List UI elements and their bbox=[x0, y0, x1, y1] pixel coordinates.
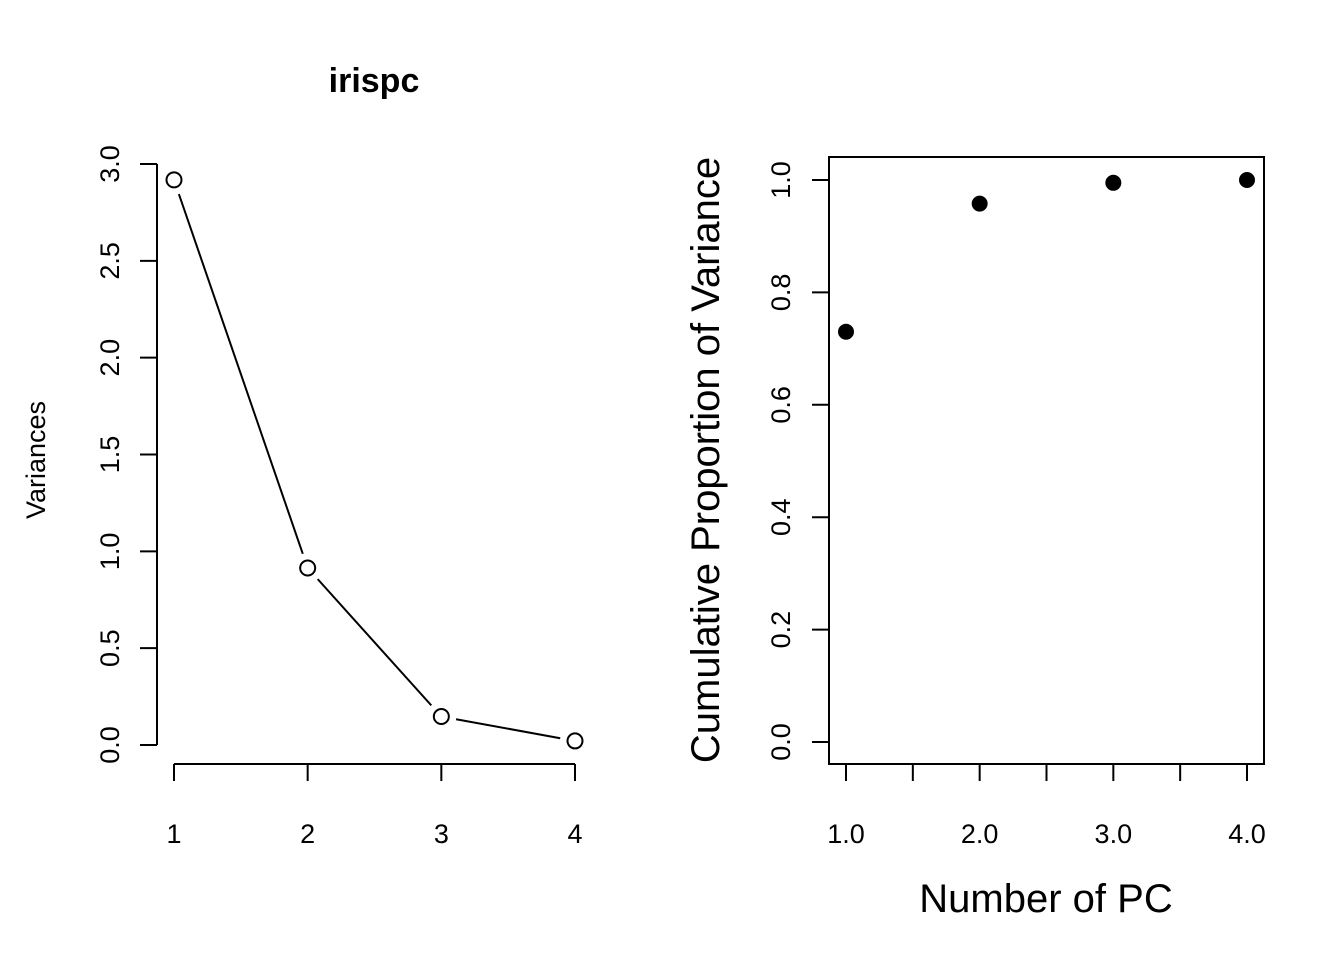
plot-frame bbox=[828, 156, 1265, 765]
data-point bbox=[299, 559, 317, 577]
y-tick-label: 2.0 bbox=[95, 339, 125, 377]
y-tick-label: 1.0 bbox=[766, 161, 796, 199]
y-tick-label: 0.8 bbox=[766, 274, 796, 312]
y-axis-title: Cumulative Proportion of Variance bbox=[684, 157, 728, 763]
x-tick-label: 4.0 bbox=[1228, 819, 1266, 849]
data-point bbox=[432, 708, 450, 726]
series-line-segment bbox=[177, 193, 304, 555]
x-tick-label: 3.0 bbox=[1095, 819, 1133, 849]
y-tick-label: 1.0 bbox=[95, 533, 125, 571]
series-line-segment bbox=[455, 718, 561, 740]
data-point bbox=[1105, 174, 1122, 191]
cumulative-variance-panel: 0.0 0.2 0.4 0.6 0.8 1.0 1.0 2.0 3.0 4.0 Cumulative… bbox=[684, 156, 1266, 921]
y-tick-label: 0.5 bbox=[95, 629, 125, 667]
y-tick-label: 0.0 bbox=[766, 723, 796, 761]
y-tick-label: 0.2 bbox=[766, 611, 796, 649]
y-tick-label: 1.5 bbox=[95, 436, 125, 474]
y-tick-label: 0.4 bbox=[766, 498, 796, 536]
series-line-segment bbox=[316, 578, 433, 707]
data-point bbox=[838, 323, 854, 340]
data-point bbox=[566, 732, 584, 750]
x-tick-label: 2.0 bbox=[961, 819, 999, 849]
y-tick-label: 2.5 bbox=[95, 242, 125, 280]
data-point bbox=[971, 195, 988, 212]
y-tick-label: 3.0 bbox=[95, 145, 125, 183]
data-point bbox=[1239, 172, 1255, 188]
x-axis-title: Number of PC bbox=[919, 877, 1172, 921]
y-tick-label: 0.0 bbox=[95, 726, 125, 764]
x-tick-label: 1.0 bbox=[827, 819, 865, 849]
x-tick-label: 3 bbox=[434, 819, 449, 849]
y-axis-title: Variances bbox=[21, 401, 51, 519]
x-tick-label: 2 bbox=[300, 819, 315, 849]
x-tick-label: 1 bbox=[166, 819, 181, 849]
data-point bbox=[165, 171, 183, 189]
chart-title: irispc bbox=[329, 62, 420, 100]
y-tick-label: 0.6 bbox=[766, 386, 796, 424]
scree-plot-panel: 0.0 0.5 1.0 1.5 2.0 2.5 3.0 1 2 3 4 irispc Variances bbox=[21, 62, 584, 849]
x-tick-label: 4 bbox=[567, 819, 582, 849]
